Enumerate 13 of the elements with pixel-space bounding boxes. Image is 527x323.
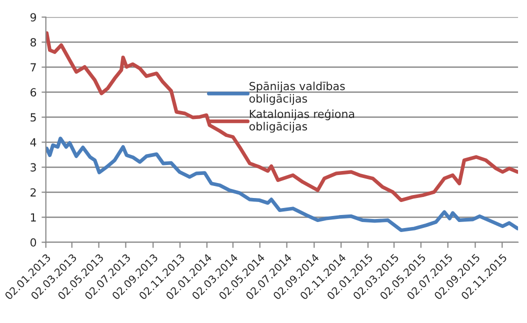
y-tick-label: 3	[30, 163, 36, 172]
y-tick-label: 8	[30, 38, 36, 47]
y-tick-label: 6	[30, 88, 36, 97]
y-tick-label: 2	[30, 188, 36, 196]
y-tick-label: 9	[30, 13, 36, 22]
y-tick-label: 1	[30, 213, 36, 222]
y-tick-label: 5	[30, 113, 36, 122]
line-series	[46, 31, 518, 202]
line-series	[46, 136, 518, 232]
y-tick-label: 0	[30, 238, 36, 247]
y-tick-label: 4	[30, 138, 36, 146]
y-tick-label: 7	[30, 63, 36, 72]
legend-label: Spānijas valdības obligācijas	[249, 82, 345, 105]
